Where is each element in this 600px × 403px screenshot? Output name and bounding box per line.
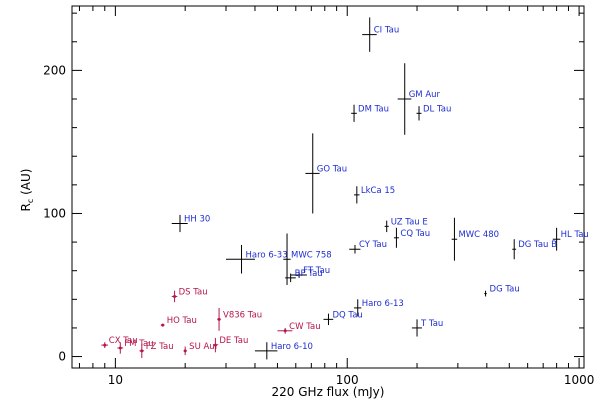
data-points: CI Tau GM Aur DM Tau DL Tau GO Tau LkCa 15 HH …	[101, 17, 589, 360]
data-point: Haro 6-13	[354, 299, 404, 317]
data-point: GO Tau	[305, 133, 347, 214]
point-label: HL Tau	[561, 230, 589, 240]
point-label: DG Tau B	[518, 240, 557, 250]
point-label: FM Tau	[124, 339, 153, 349]
point-marker	[183, 349, 187, 353]
y-axis-title: Rc (AU)	[19, 169, 35, 212]
point-label: DL Tau	[423, 104, 451, 114]
point-marker	[161, 323, 165, 327]
point-label: CY Tau	[359, 240, 387, 250]
point-marker	[173, 294, 177, 298]
point-label: HH 30	[184, 214, 210, 224]
data-point: SU Aur	[183, 342, 219, 356]
data-point: MWC 480	[451, 217, 499, 261]
point-label: FZ Tau	[146, 342, 174, 352]
point-label: CW Tau	[289, 322, 320, 332]
data-point: DE Tau	[213, 336, 248, 353]
y-tick-label: 100	[43, 206, 66, 220]
y-axis-title-sub: c	[26, 199, 35, 203]
data-point: BP Tau	[285, 269, 323, 283]
point-marker	[103, 343, 107, 347]
x-tick-label: 1000	[564, 373, 595, 387]
plot-frame	[71, 5, 585, 369]
point-label: DE Tau	[219, 336, 248, 346]
point-label: DM Tau	[358, 104, 389, 114]
axis-ticks	[72, 6, 584, 368]
data-point: Haro 6-10	[254, 342, 313, 360]
point-label: DS Tau	[179, 287, 208, 297]
data-point: CY Tau	[349, 240, 387, 254]
data-point: Haro 6-33	[225, 244, 288, 274]
data-point: T Tau	[411, 319, 443, 337]
data-point: DS Tau	[171, 287, 208, 303]
point-label: DQ Tau	[332, 310, 362, 320]
point-label: CX Tau	[109, 336, 138, 346]
y-tick-label: 0	[58, 350, 66, 364]
point-label: CI Tau	[374, 26, 400, 36]
data-point: DL Tau	[416, 104, 451, 121]
data-point: LkCa 15	[354, 186, 395, 204]
tick-labels: 10 100 1000 0 100 200	[43, 63, 594, 387]
point-marker	[118, 346, 122, 350]
data-point: MWC 758	[283, 233, 332, 286]
data-point: FT Tau	[290, 266, 330, 278]
x-axis-title: 220 GHz flux (mJy)	[272, 385, 385, 399]
y-axis-title-unit: (AU)	[19, 169, 33, 199]
point-label: Haro 6-33	[246, 250, 288, 260]
data-point: DQ Tau	[323, 310, 363, 326]
data-point: DG Tau B	[512, 239, 557, 260]
data-point: HH 30	[171, 214, 210, 233]
data-point: UZ Tau E	[384, 217, 428, 233]
point-label: CQ Tau	[400, 229, 430, 239]
point-label: UZ Tau E	[391, 217, 428, 227]
point-marker	[213, 343, 217, 347]
data-point: V836 Tau	[217, 307, 262, 331]
point-label: T Tau	[420, 319, 443, 329]
point-label: Haro 6-10	[271, 342, 313, 352]
point-label: Haro 6-13	[362, 299, 404, 309]
data-point: CQ Tau	[393, 227, 430, 248]
point-label: V836 Tau	[223, 310, 262, 320]
point-marker	[140, 349, 144, 353]
y-tick-label: 200	[43, 63, 66, 77]
point-label: MWC 758	[291, 250, 332, 260]
x-tick-label: 10	[108, 373, 123, 387]
data-point: CX Tau	[101, 336, 138, 348]
data-point: GM Aur	[397, 63, 441, 135]
point-label: BP Tau	[295, 269, 323, 279]
data-point: FZ Tau	[139, 342, 174, 358]
point-label: MWC 480	[458, 230, 499, 240]
data-point: DG Tau	[484, 285, 520, 297]
point-label: DG Tau	[490, 285, 520, 295]
data-point: DM Tau	[351, 104, 389, 122]
data-point: FM Tau	[117, 339, 154, 354]
point-label: GO Tau	[317, 164, 347, 174]
point-label: FT Tau	[303, 266, 330, 276]
point-label: SU Aur	[189, 342, 219, 352]
point-marker	[217, 317, 221, 321]
data-point: HL Tau	[552, 227, 589, 251]
y-axis-title-main: R	[19, 203, 33, 211]
point-label: HO Tau	[167, 316, 197, 326]
data-point: CW Tau	[277, 322, 321, 334]
data-point: CI Tau	[362, 17, 400, 52]
point-label: LkCa 15	[361, 186, 395, 196]
point-label: GM Aur	[409, 90, 441, 100]
x-tick-label: 100	[336, 373, 359, 387]
point-marker	[283, 329, 287, 333]
data-point: HO Tau	[160, 316, 197, 327]
